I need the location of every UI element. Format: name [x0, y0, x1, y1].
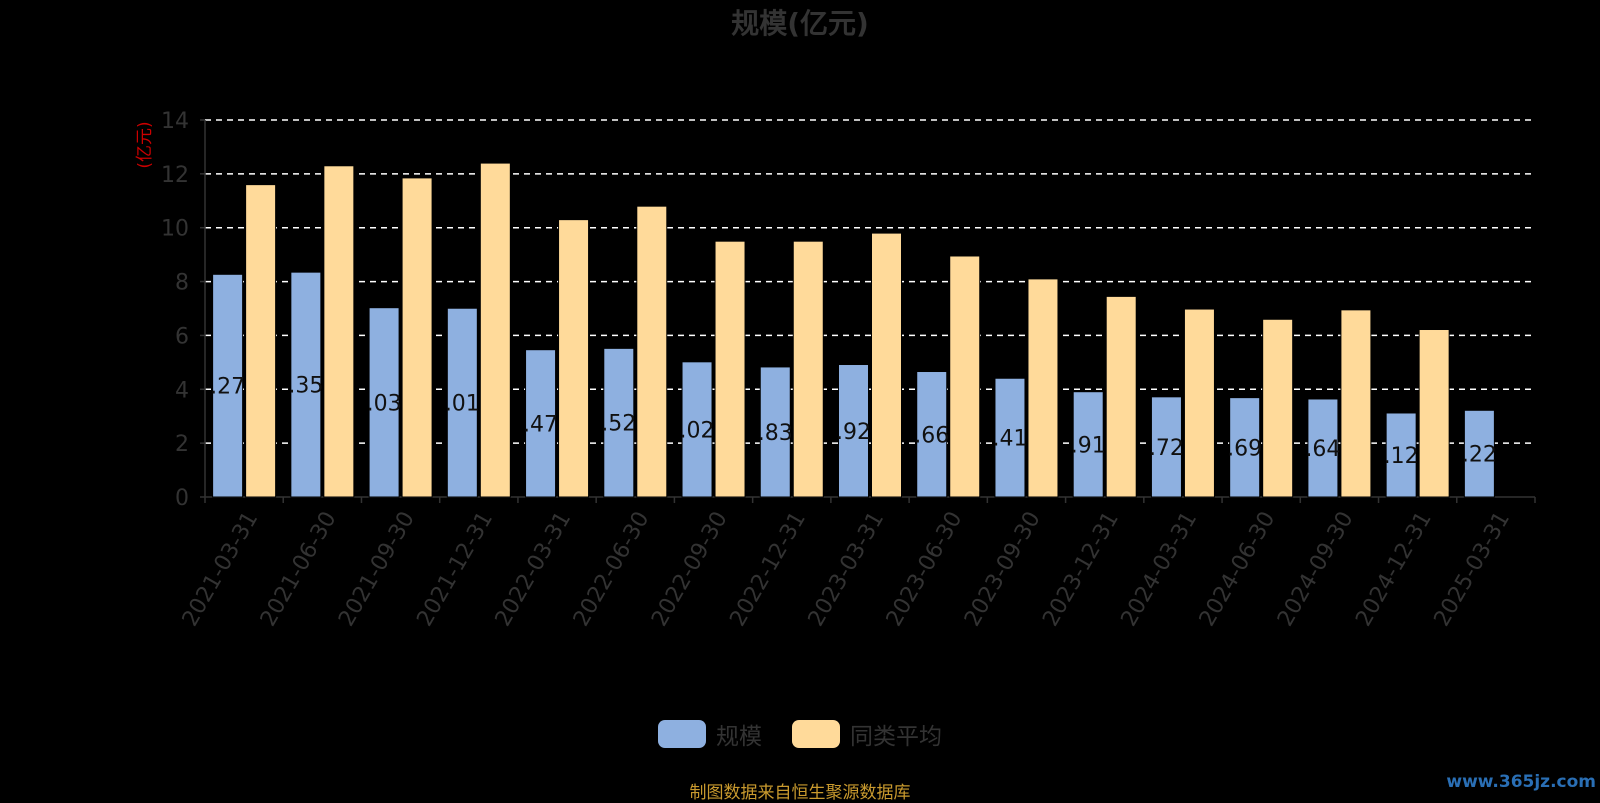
- bar-scale-2022-06-30: [603, 347, 635, 498]
- y-tick-label-2: 2: [175, 432, 189, 457]
- legend-item-scale[interactable]: 规模: [658, 717, 762, 751]
- legend-label-scale: 规模: [716, 724, 762, 750]
- data-labels: .27 .35 .03 .01 .47 .52 .02 .83 .92 .66 .41 .91 .72.…: [210, 374, 1497, 469]
- x-tick-label-2025-03-31: 2025-03-31: [1429, 508, 1515, 631]
- bar-scale-2022-12-31: [759, 366, 791, 498]
- bar-category-average-2022-03-31: [558, 219, 590, 498]
- bar-scale-2023-12-31: [1072, 391, 1104, 498]
- legend-swatch-scale: [658, 720, 706, 748]
- data-label-scale-2023-03-31: .92: [836, 420, 871, 445]
- x-tick-label-2021-12-31: 2021-12-31: [412, 508, 498, 631]
- bar-category-average-2024-12-31: [1418, 329, 1450, 498]
- bar-scale-2022-09-30: [681, 361, 713, 498]
- x-tick-label-2021-03-31: 2021-03-31: [178, 508, 264, 631]
- x-tick-label-2022-12-31: 2022-12-31: [725, 508, 811, 631]
- data-label-scale-2022-03-31: .47: [523, 412, 558, 437]
- x-tick-label-2023-12-31: 2023-12-31: [1038, 508, 1124, 631]
- bar-scale-2024-03-31: [1150, 396, 1182, 498]
- x-tick-label-2022-03-31: 2022-03-31: [491, 508, 577, 631]
- x-tick-label-2023-03-31: 2023-03-31: [804, 508, 890, 631]
- bar-scale-2023-06-30: [916, 371, 948, 498]
- x-tick-label-2024-12-31: 2024-12-31: [1351, 508, 1437, 631]
- legend: 规模 同类平均: [0, 718, 1600, 750]
- bar-scale-2021-06-30: [290, 271, 322, 498]
- bar-category-average-2021-03-31: [245, 184, 277, 498]
- bar-scale-2022-03-31: [525, 349, 557, 498]
- x-tick-label-2023-09-30: 2023-09-30: [960, 508, 1046, 631]
- x-tick-label-2023-06-30: 2023-06-30: [882, 508, 968, 631]
- bar-category-average-2022-06-30: [636, 205, 668, 498]
- data-label-scale-2021-06-30: .35: [288, 374, 323, 399]
- bars: [212, 162, 1495, 498]
- y-axis-label: (亿元): [135, 121, 155, 168]
- bar-category-average-2023-06-30: [949, 255, 981, 498]
- bar-category-average-2024-09-30: [1340, 309, 1372, 498]
- bar-category-average-2023-12-31: [1105, 295, 1137, 498]
- data-label-scale-2025-03-31: .22: [1462, 443, 1497, 468]
- bar-category-average-2023-09-30: [1027, 278, 1059, 498]
- bar-category-average-2024-06-30: [1262, 318, 1294, 498]
- x-tick-label-2022-06-30: 2022-06-30: [569, 508, 655, 631]
- x-tick-label-2022-09-30: 2022-09-30: [647, 508, 733, 631]
- bar-category-average-2021-06-30: [323, 165, 355, 498]
- legend-swatch-category-average: [792, 720, 840, 748]
- watermark: www.365jz.com: [1446, 772, 1596, 792]
- data-label-scale-2021-03-31: .27: [210, 375, 245, 400]
- y-tick-label-10: 10: [161, 217, 189, 242]
- x-tick-label-2024-03-31: 2024-03-31: [1117, 508, 1203, 631]
- bar-scale-2024-09-30: [1307, 398, 1339, 498]
- data-label-scale-2021-12-31: .01: [445, 392, 480, 417]
- data-label-scale-2024-03-31: .72: [1149, 436, 1184, 461]
- data-label-scale-2024-09-30: .64: [1305, 437, 1340, 462]
- bar-category-average-2024-03-31: [1183, 308, 1215, 498]
- bar-scale-2021-09-30: [368, 307, 400, 498]
- data-source-note: 制图数据来自恒生聚源数据库: [689, 783, 911, 803]
- x-tick-label-2024-06-30: 2024-06-30: [1195, 508, 1281, 631]
- data-label-scale-2022-06-30: .52: [601, 412, 636, 437]
- data-label-scale-2023-06-30: .66: [914, 423, 949, 448]
- y-tick-label-4: 4: [175, 378, 189, 403]
- y-tick-label-14: 14: [161, 109, 189, 134]
- bar-category-average-2022-12-31: [792, 240, 824, 498]
- y-tick-label-6: 6: [175, 324, 189, 349]
- bar-scale-2023-09-30: [994, 377, 1026, 498]
- x-tick-label-2021-06-30: 2021-06-30: [256, 508, 342, 631]
- legend-item-category-average[interactable]: 同类平均: [792, 717, 942, 751]
- bar-category-average-2023-03-31: [871, 232, 902, 498]
- chart-title: 规模(亿元): [731, 7, 869, 40]
- data-label-scale-2023-12-31: .91: [1071, 433, 1106, 458]
- bar-scale-2025-03-31: [1463, 409, 1495, 498]
- legend-label-category-average: 同类平均: [850, 724, 942, 750]
- data-label-scale-2023-09-30: .41: [992, 427, 1027, 452]
- x-tick-label-2021-09-30: 2021-09-30: [334, 508, 420, 631]
- y-tick-label-8: 8: [175, 271, 189, 296]
- data-label-scale-2022-12-31: .83: [758, 421, 793, 446]
- x-tick-label-2024-09-30: 2024-09-30: [1273, 508, 1359, 631]
- bar-scale-2024-06-30: [1229, 397, 1261, 498]
- bar-category-average-2021-12-31: [479, 162, 511, 498]
- bar-category-average-2021-09-30: [401, 177, 433, 498]
- y-tick-label-0: 0: [175, 486, 189, 511]
- data-label-scale-2024-06-30: .69: [1227, 436, 1262, 461]
- bar-scale-2021-12-31: [446, 307, 478, 498]
- data-label-scale-2022-09-30: .02: [680, 418, 715, 443]
- data-label-scale-2024-12-31: .12: [1384, 444, 1419, 469]
- data-label-scale-2021-09-30: .03: [367, 391, 402, 416]
- bar-scale-2024-12-31: [1385, 412, 1417, 498]
- bar-scale-2021-03-31: [212, 273, 244, 498]
- bar-scale-2023-03-31: [838, 364, 869, 498]
- y-tick-label-12: 12: [161, 163, 189, 188]
- bar-category-average-2022-09-30: [714, 240, 746, 498]
